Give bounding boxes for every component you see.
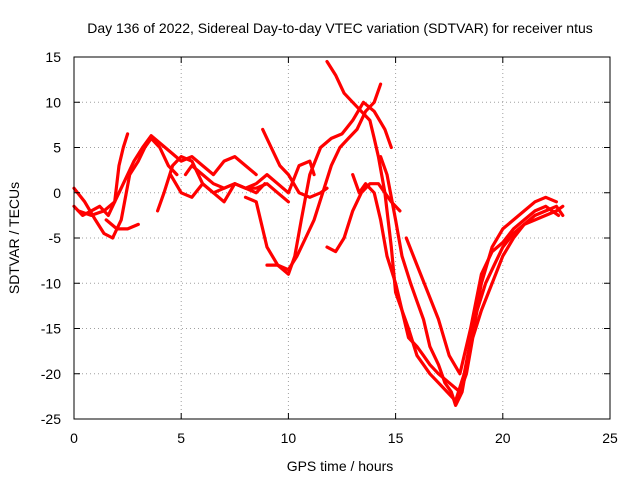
y-tick-label: 10 <box>45 94 61 110</box>
y-tick-label: -20 <box>41 366 61 382</box>
y-tick-label: 0 <box>53 185 61 201</box>
series-track-11 <box>325 59 565 394</box>
y-axis-label: SDTVAR / TECUs <box>6 182 22 294</box>
series-track-1 <box>72 132 130 217</box>
series-track-13 <box>351 173 558 403</box>
x-tick-label: 0 <box>70 430 78 446</box>
series-track-14 <box>379 155 565 407</box>
y-tick-label: 15 <box>45 49 61 65</box>
y-tick-label: 5 <box>53 140 61 156</box>
series-track-9 <box>261 127 329 199</box>
x-tick-label: 5 <box>177 430 185 446</box>
series-track-7 <box>183 164 267 195</box>
y-tick-label: -15 <box>41 321 61 337</box>
x-tick-label: 15 <box>388 430 404 446</box>
series-track-2 <box>72 136 179 240</box>
chart-title: Day 136 of 2022, Sidereal Day-to-day VTE… <box>87 20 593 36</box>
y-tick-label: -25 <box>41 411 61 427</box>
x-tick-label: 10 <box>281 430 297 446</box>
series-track-4 <box>104 218 140 231</box>
series-track-12 <box>325 182 402 254</box>
y-tick-label: -10 <box>41 275 61 291</box>
y-tick-label: -5 <box>49 230 62 246</box>
grid-lines <box>74 57 610 419</box>
series-track-3 <box>76 134 258 217</box>
x-axis-label: GPS time / hours <box>287 458 394 474</box>
x-tick-label: 20 <box>495 430 511 446</box>
data-series <box>72 59 565 407</box>
axis-ticks: 0 5 10 15 20 25 15 10 5 0 -5 -10 -15 -20 -25 <box>41 49 618 446</box>
x-tick-label: 25 <box>602 430 618 446</box>
series-track-15 <box>404 204 561 376</box>
